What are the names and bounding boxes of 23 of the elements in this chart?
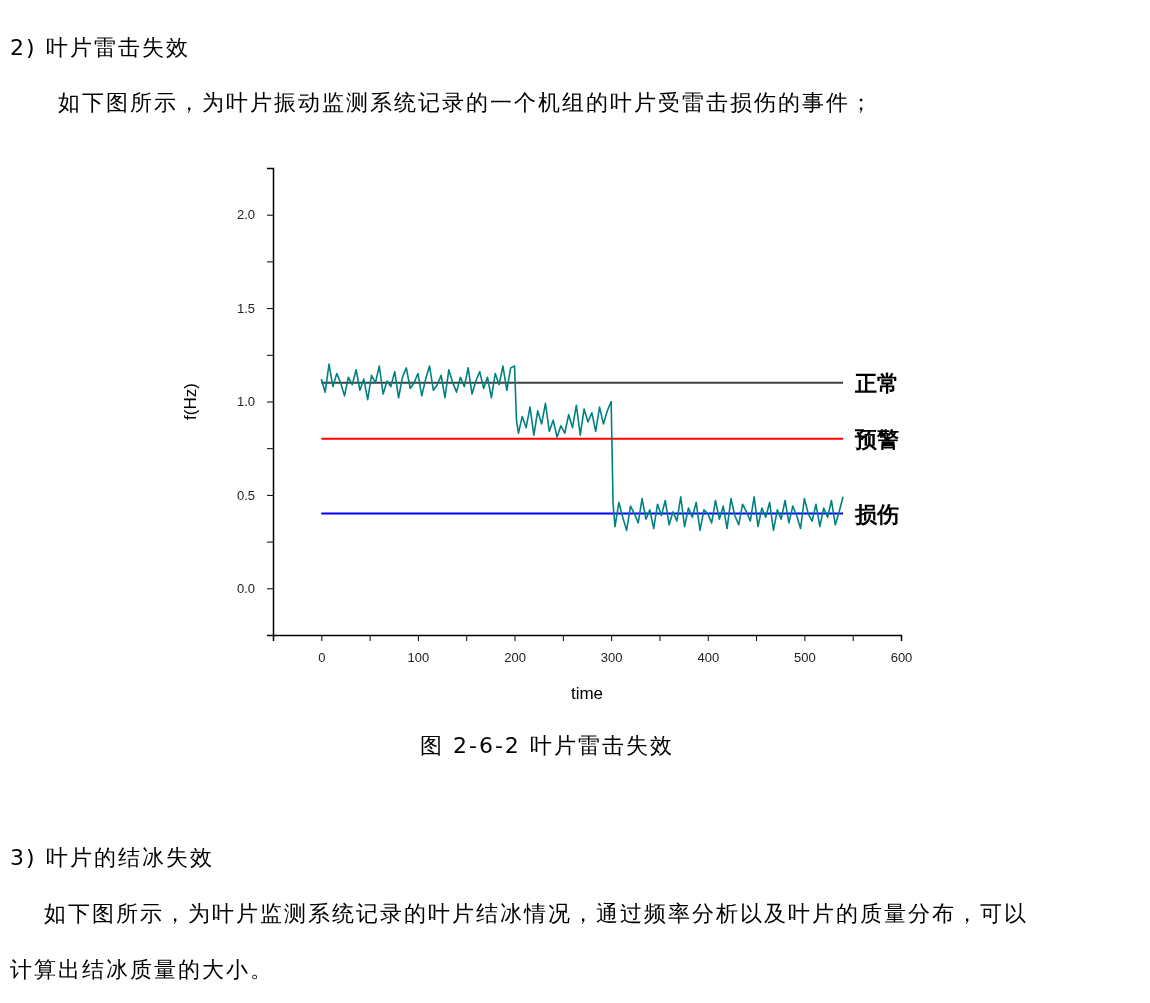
x-tick-label: 100: [407, 650, 430, 666]
series-label: 预警: [854, 426, 900, 452]
x-tick-label: 400: [697, 650, 720, 666]
x-tick-label: 200: [504, 650, 526, 666]
y-tick-label: 1.0: [236, 394, 255, 410]
y-tick-label: 0.0: [236, 580, 255, 596]
x-tick-label: 600: [890, 650, 913, 666]
y-tick-label: 0.5: [236, 487, 255, 503]
text: 如下图所示，为叶片振动监测系统记录的一个机组的叶片受雷击损伤的事件；: [58, 89, 874, 117]
y-tick-label: 1.5: [236, 300, 255, 316]
x-tick-label: 500: [794, 650, 816, 666]
text: 2) 叶片雷击失效: [10, 34, 190, 62]
text: 3) 叶片的结冰失效: [10, 844, 214, 872]
x-tick-label: 300: [600, 650, 623, 666]
y-axis-title: f(Hz): [181, 383, 200, 420]
line-series: [320, 363, 844, 532]
text: 如下图所示，为叶片监测系统记录的叶片结冰情况，通过频率分析以及叶片的质量分布，可以计算出结冰质量的大小。: [10, 901, 1028, 982]
series-label: 正常: [854, 370, 900, 396]
y-tick-label: 2.0: [236, 207, 255, 223]
series-label: 损伤: [854, 501, 900, 527]
caption: 图 2-6-2 叶片雷击失效: [420, 732, 674, 760]
x-axis-title: time: [570, 684, 604, 703]
x-tick-label: 0: [318, 650, 326, 666]
